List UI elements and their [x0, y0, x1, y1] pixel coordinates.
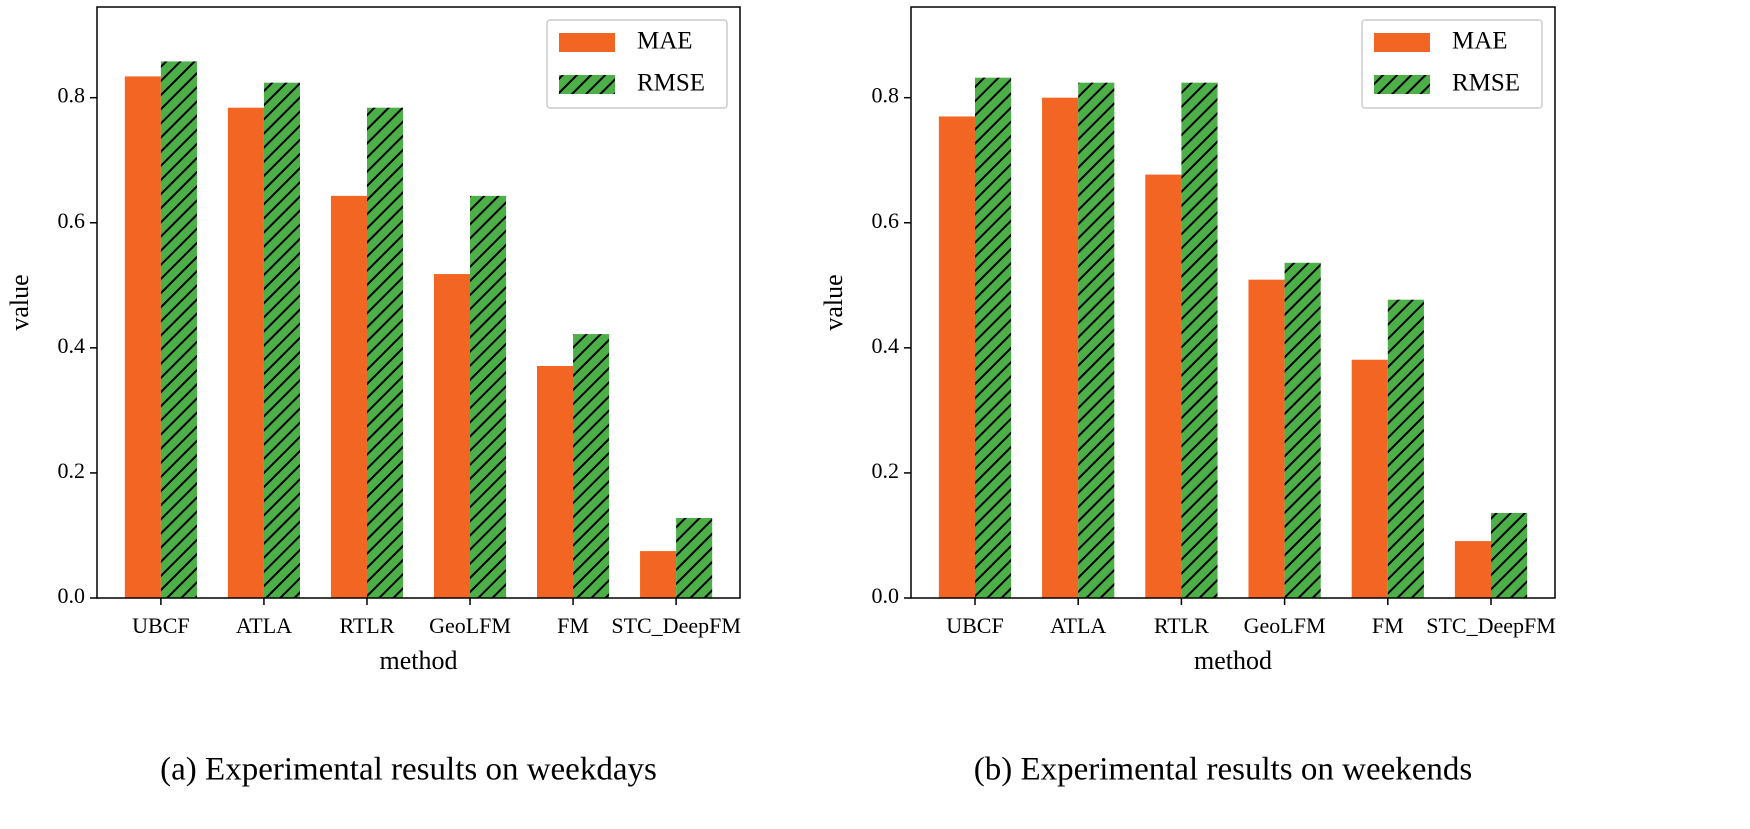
bar	[1078, 82, 1115, 598]
x-axis-label: method	[1194, 646, 1272, 675]
bar	[160, 61, 197, 598]
axes-frame	[96, 6, 741, 599]
bar	[227, 107, 264, 598]
x-tick-label: UBCF	[946, 613, 1003, 638]
y-tick-label: 0.0	[58, 583, 86, 608]
bar	[974, 77, 1012, 598]
x-tick-label: UBCF	[132, 613, 189, 638]
x-tick-label: ATLA	[236, 613, 292, 638]
y-tick-label: 0.4	[872, 333, 900, 358]
x-tick-label: FM	[557, 613, 589, 638]
bar	[1248, 279, 1285, 598]
bar	[1387, 299, 1424, 598]
bar	[640, 551, 677, 598]
bar	[1181, 82, 1218, 598]
x-tick-label: RTLR	[340, 613, 395, 638]
bar	[938, 116, 975, 598]
x-tick-label: GeoLFM	[429, 613, 511, 638]
bar	[1351, 359, 1388, 598]
y-axis-label: value	[819, 274, 848, 330]
bar	[1454, 541, 1492, 598]
legend-label: MAE	[1452, 28, 1508, 55]
bar	[676, 517, 713, 598]
y-tick-label: 0.4	[58, 333, 86, 358]
bar	[1491, 512, 1528, 598]
x-tick-label: STC_DeepFM	[1426, 613, 1556, 638]
y-tick-label: 0.6	[872, 208, 900, 233]
legend-label: RMSE	[637, 70, 705, 97]
legend-label: RMSE	[1452, 70, 1520, 97]
bar	[330, 195, 367, 598]
bar	[263, 82, 300, 598]
y-tick-label: 0.8	[872, 83, 900, 108]
bar	[470, 195, 507, 598]
legend-swatch	[559, 33, 615, 52]
legend-swatch	[1374, 33, 1430, 52]
x-axis-label: method	[380, 646, 458, 675]
caption: (b) Experimental results on weekends	[974, 752, 1473, 788]
y-tick-label: 0.2	[58, 458, 86, 483]
bar	[433, 274, 471, 598]
y-axis-label: value	[5, 274, 34, 330]
bar	[573, 334, 610, 598]
x-tick-label: GeoLFM	[1244, 613, 1326, 638]
axes-frame	[910, 6, 1556, 599]
x-tick-label: ATLA	[1050, 613, 1106, 638]
y-tick-label: 0.8	[58, 83, 86, 108]
legend-swatch	[1374, 75, 1430, 94]
caption: (a) Experimental results on weekdays	[160, 752, 657, 788]
x-tick-label: RTLR	[1154, 613, 1209, 638]
y-tick-label: 0.2	[872, 458, 900, 483]
bar	[124, 76, 161, 598]
bar	[1284, 262, 1321, 598]
x-tick-label: STC_DeepFM	[611, 613, 741, 638]
bar	[537, 365, 574, 598]
y-tick-label: 0.6	[58, 208, 86, 233]
bar	[1042, 97, 1079, 598]
y-tick-label: 0.0	[872, 583, 900, 608]
x-tick-label: FM	[1372, 613, 1404, 638]
bar	[366, 107, 404, 598]
legend-swatch	[559, 75, 615, 94]
legend-label: MAE	[637, 28, 693, 55]
bar	[1145, 174, 1182, 598]
